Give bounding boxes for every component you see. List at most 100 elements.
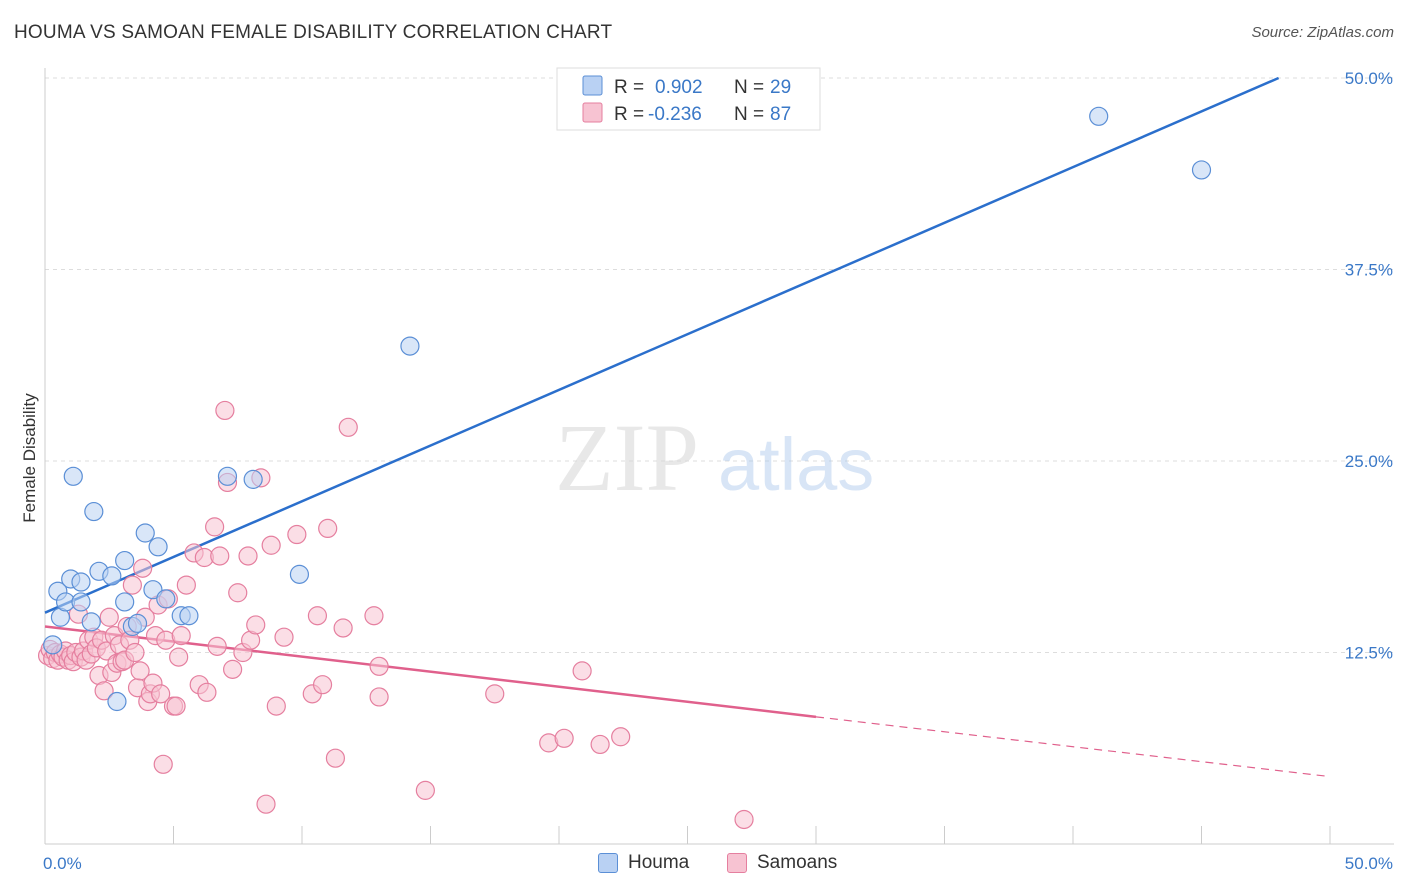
point-houma-27	[1089, 106, 1109, 126]
point-samoans-78	[325, 748, 346, 768]
data-points	[37, 106, 1212, 830]
tick-labels: 12.5% 25.0% 37.5% 50.0% 0.0% 50.0%	[43, 69, 1393, 873]
y-tick-label-2: 37.5%	[1345, 261, 1393, 280]
point-houma-16	[127, 613, 148, 633]
legend-swatch-houma	[598, 853, 618, 873]
legend-item-samoans[interactable]: Samoans	[727, 852, 837, 874]
point-houma-17	[135, 523, 155, 543]
x-tick-label-0: 0.0%	[43, 854, 82, 873]
legend-r-value-samoans: -0.236	[648, 104, 702, 125]
y-tick-label-3: 50.0%	[1345, 69, 1393, 88]
point-houma-14	[115, 550, 135, 571]
y-axis-label: Female Disability	[20, 393, 39, 523]
legend-n-label-houma: N =	[734, 77, 764, 98]
point-samoans-90	[611, 727, 631, 747]
point-samoans-83	[369, 656, 389, 676]
watermark-zip: ZIP	[555, 404, 699, 511]
point-samoans-60	[215, 400, 235, 421]
legend-r-label-samoans: R =	[614, 104, 644, 125]
point-samoans-22	[94, 681, 114, 701]
y-tick-label-0: 12.5%	[1345, 644, 1393, 663]
trend-line-extension-samoans	[815, 716, 1331, 778]
legend-item-houma[interactable]: Houma	[598, 852, 689, 874]
axes	[44, 68, 1394, 845]
point-houma-6	[71, 592, 91, 612]
point-houma-25	[289, 564, 310, 584]
point-samoans-71	[266, 696, 286, 716]
point-samoans-37	[133, 558, 153, 578]
point-samoans-50	[169, 647, 189, 667]
point-houma-7	[71, 572, 91, 592]
point-houma-9	[84, 501, 104, 522]
point-samoans-24	[99, 607, 119, 627]
point-samoans-44	[151, 684, 171, 704]
point-samoans-82	[369, 687, 389, 707]
point-samoans-36	[130, 661, 150, 681]
point-houma-19	[148, 537, 168, 557]
watermark-atlas: atlas	[718, 423, 874, 506]
point-samoans-77	[318, 518, 338, 539]
legend-label-samoans: Samoans	[757, 852, 838, 873]
legend-bottom: Houma Samoans	[0, 852, 1406, 878]
point-samoans-57	[205, 517, 225, 537]
point-houma-28	[1191, 160, 1212, 180]
source-credit: Source: ZipAtlas.com	[1251, 24, 1394, 41]
point-samoans-49	[166, 696, 186, 716]
point-houma-23	[217, 466, 238, 486]
point-samoans-89	[590, 734, 610, 755]
point-houma-0	[43, 635, 63, 655]
legend-swatch-samoans	[727, 853, 747, 873]
point-samoans-56	[197, 682, 217, 702]
point-samoans-87	[554, 728, 574, 748]
point-samoans-59	[210, 546, 230, 566]
legend-swatch-houma	[582, 75, 603, 96]
point-samoans-67	[246, 615, 266, 635]
legend-r-value-houma: 0.902	[655, 77, 703, 98]
legend-n-value-samoans: 87	[770, 104, 791, 125]
legend-top: R = 0.902 N = 29 R = -0.236 N = 87	[556, 67, 821, 131]
point-samoans-91	[734, 809, 754, 830]
point-houma-11	[102, 566, 122, 586]
point-samoans-69	[256, 794, 276, 814]
point-samoans-81	[364, 606, 384, 626]
legend-n-label-samoans: N =	[734, 104, 764, 125]
point-samoans-79	[333, 618, 353, 638]
watermark: ZIP atlas	[555, 404, 874, 511]
point-samoans-75	[307, 606, 328, 626]
point-houma-20	[156, 589, 176, 609]
point-houma-13	[115, 592, 135, 612]
point-samoans-52	[176, 575, 196, 595]
point-samoans-85	[485, 684, 505, 704]
point-samoans-76	[312, 675, 333, 695]
point-samoans-58	[207, 636, 227, 656]
trend-line-houma	[44, 76, 1280, 614]
point-samoans-45	[153, 754, 173, 774]
legend-r-label-houma: R =	[614, 77, 644, 98]
legend-label-houma: Houma	[628, 852, 690, 873]
point-houma-8	[81, 612, 101, 632]
point-houma-5	[63, 466, 83, 486]
point-samoans-73	[287, 524, 307, 545]
chart-title: HOUMA VS SAMOAN FEMALE DISABILITY CORREL…	[14, 22, 613, 43]
point-samoans-88	[572, 661, 592, 681]
x-tick-label-1: 50.0%	[1345, 854, 1393, 873]
point-houma-26	[400, 336, 420, 356]
point-houma-12	[107, 691, 127, 712]
point-samoans-80	[338, 417, 358, 437]
point-houma-24	[243, 469, 263, 489]
point-samoans-33	[122, 575, 142, 595]
point-samoans-62	[223, 659, 243, 679]
point-samoans-84	[415, 780, 435, 800]
point-samoans-34	[125, 642, 145, 663]
y-tick-label-1: 25.0%	[1345, 452, 1393, 471]
point-samoans-65	[238, 546, 258, 566]
legend-swatch-samoans	[582, 102, 603, 123]
point-samoans-63	[228, 583, 248, 603]
point-houma-22	[179, 606, 199, 626]
point-samoans-70	[261, 535, 281, 555]
point-samoans-72	[274, 627, 294, 647]
point-samoans-51	[171, 626, 191, 646]
grid-lines	[45, 77, 1394, 653]
legend-n-value-houma: 29	[770, 77, 791, 98]
